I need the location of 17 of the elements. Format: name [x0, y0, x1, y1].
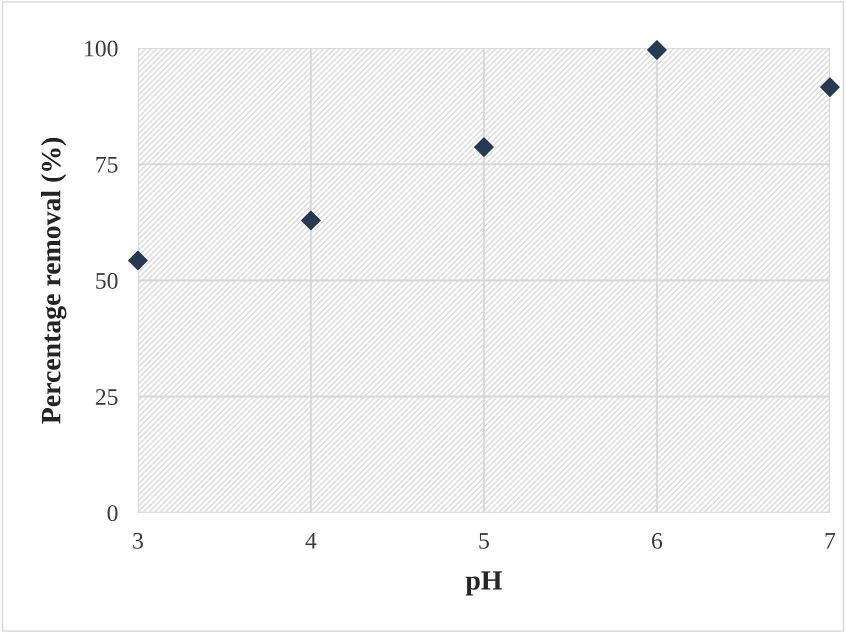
y-tick-label: 100	[85, 40, 118, 57]
y-tick-label: 25	[96, 389, 118, 405]
x-tick-label: 7	[826, 533, 836, 549]
point	[128, 250, 148, 270]
x-tick-label: 5	[479, 533, 489, 549]
y-tick-label: 75	[96, 156, 118, 173]
point	[820, 77, 840, 97]
x-tick-label: 6	[652, 532, 662, 549]
point	[301, 210, 321, 230]
y-tick-label: 50	[96, 272, 118, 289]
point	[647, 40, 667, 60]
x-axis-title: pH	[466, 571, 502, 596]
x-tick-label: 4	[305, 533, 316, 549]
y-axis-title: Percentage removal (%)	[40, 138, 66, 424]
y-tick-label: 0	[108, 505, 118, 522]
x-tick-label: 3	[133, 532, 143, 549]
point	[474, 137, 494, 157]
